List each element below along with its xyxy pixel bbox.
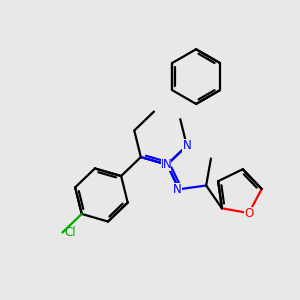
Text: O: O <box>244 207 254 220</box>
Text: N: N <box>163 158 172 171</box>
Text: N: N <box>182 139 191 152</box>
Text: Cl: Cl <box>64 226 76 239</box>
Text: N: N <box>173 183 182 196</box>
Text: N: N <box>161 158 170 171</box>
